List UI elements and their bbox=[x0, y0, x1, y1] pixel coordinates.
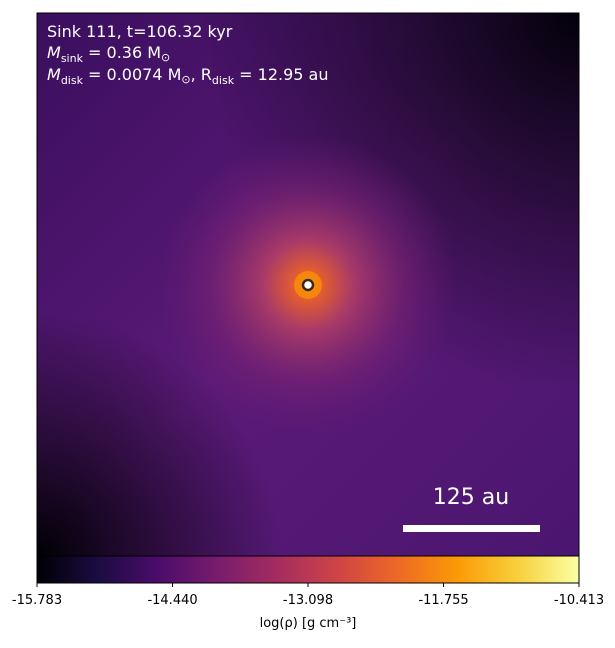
annotation: Sink 111, t=106.32 kyr bbox=[47, 22, 233, 41]
annotation: Mdisk = 0.0074 M⊙, Rdisk = 12.95 au bbox=[47, 65, 328, 87]
scale-bar bbox=[403, 525, 540, 532]
scale-bar-label: 125 au bbox=[433, 485, 509, 510]
colorbar-tick-label: -11.755 bbox=[418, 593, 468, 608]
colorbar bbox=[36, 555, 580, 584]
colorbar-tick-label: -15.783 bbox=[12, 593, 62, 608]
density-image bbox=[36, 12, 580, 557]
colorbar-tick-label: -10.413 bbox=[554, 593, 604, 608]
annotation: Msink = 0.36 M⊙ bbox=[47, 43, 170, 65]
colorbar-tick-label: -13.098 bbox=[283, 593, 333, 608]
sink-marker bbox=[301, 278, 315, 292]
colorbar-label: log(ρ) [g cm⁻³] bbox=[260, 616, 357, 631]
colorbar-tick-label: -14.440 bbox=[147, 593, 197, 608]
